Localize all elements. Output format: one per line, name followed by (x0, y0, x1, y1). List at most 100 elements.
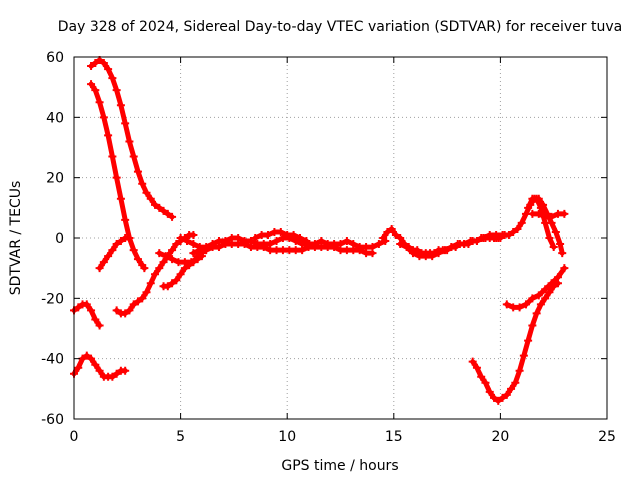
data-point (549, 243, 558, 252)
data-point (172, 240, 181, 249)
data-point (133, 255, 142, 264)
x-tick-label: 25 (598, 429, 616, 445)
data-point (524, 336, 533, 345)
data-point (116, 237, 125, 246)
data-point (553, 273, 562, 282)
x-tick-label: 15 (385, 429, 403, 445)
data-point (379, 234, 388, 242)
data-point (161, 252, 170, 261)
data-point (87, 80, 96, 89)
data-point (264, 230, 273, 239)
data-point (189, 249, 198, 258)
series-track-13 (396, 230, 507, 261)
data-point (545, 288, 554, 297)
data-point (468, 357, 477, 366)
data-point (517, 218, 526, 227)
data-series (70, 56, 569, 405)
data-point (515, 303, 524, 312)
data-point (434, 249, 443, 258)
data-point (116, 194, 125, 203)
data-point (528, 321, 537, 330)
data-point (99, 113, 108, 122)
data-point (95, 98, 104, 107)
data-point (189, 230, 198, 239)
data-point (521, 300, 530, 309)
data-point (428, 252, 437, 261)
data-point (524, 203, 533, 212)
data-point (396, 240, 405, 249)
data-point (87, 354, 96, 363)
data-point (447, 243, 456, 252)
data-point (116, 101, 125, 110)
data-point (168, 255, 177, 264)
data-point (504, 230, 513, 239)
data-point (176, 270, 185, 279)
data-point (502, 300, 511, 309)
series-track-15 (524, 194, 558, 252)
data-point (536, 203, 545, 212)
data-point (513, 224, 522, 233)
data-point (519, 351, 528, 360)
y-tick-label: -40 (41, 352, 64, 368)
chart-title: Day 328 of 2024, Sidereal Day-to-day VTE… (58, 19, 622, 35)
data-point (541, 294, 550, 303)
data-point (159, 258, 168, 267)
data-point (168, 279, 177, 288)
data-point (298, 246, 307, 255)
data-point (551, 227, 560, 236)
series-track-10 (189, 240, 377, 258)
data-point (547, 212, 556, 221)
data-point (121, 366, 130, 375)
data-point (112, 173, 121, 182)
data-point (125, 137, 134, 146)
series-track-05 (70, 351, 130, 381)
data-point (276, 227, 285, 236)
x-tick-label: 20 (491, 429, 509, 445)
data-point (168, 246, 177, 255)
data-point (494, 396, 503, 405)
data-point (498, 393, 507, 402)
data-point (259, 243, 268, 252)
data-point (112, 240, 121, 249)
data-point (251, 234, 260, 242)
data-point (112, 86, 121, 95)
data-point (155, 203, 164, 212)
data-point (108, 246, 117, 255)
data-point (121, 309, 130, 318)
data-point (272, 237, 281, 246)
series-track-03 (95, 234, 134, 273)
data-point (536, 300, 545, 309)
data-point (490, 393, 499, 402)
data-point (129, 246, 138, 255)
data-point (146, 279, 155, 288)
data-point (302, 237, 311, 246)
data-point (172, 276, 181, 285)
y-tick-label: 0 (55, 231, 64, 247)
data-point (95, 321, 104, 330)
data-point (532, 309, 541, 318)
data-point (99, 59, 108, 68)
y-tick-label: -60 (41, 412, 64, 428)
data-point (125, 306, 134, 315)
data-point (193, 255, 202, 264)
y-tick-label: -20 (41, 291, 64, 307)
data-point (108, 372, 117, 381)
data-point (509, 227, 518, 236)
series-track-08 (155, 249, 206, 267)
data-point (95, 366, 104, 375)
data-point (374, 240, 383, 249)
data-point (74, 303, 83, 312)
data-point (485, 387, 494, 396)
data-point (140, 264, 149, 273)
y-tick-label: 20 (46, 171, 64, 187)
data-point (330, 243, 339, 252)
data-point (481, 378, 490, 387)
y-tick-label: 60 (46, 50, 64, 66)
data-point (472, 237, 481, 246)
data-point (82, 300, 91, 309)
data-point (511, 378, 520, 387)
data-point (240, 240, 249, 249)
y-axis-label: SDTVAR / TECUs (8, 181, 24, 296)
data-point (104, 131, 113, 140)
data-point (112, 306, 121, 315)
